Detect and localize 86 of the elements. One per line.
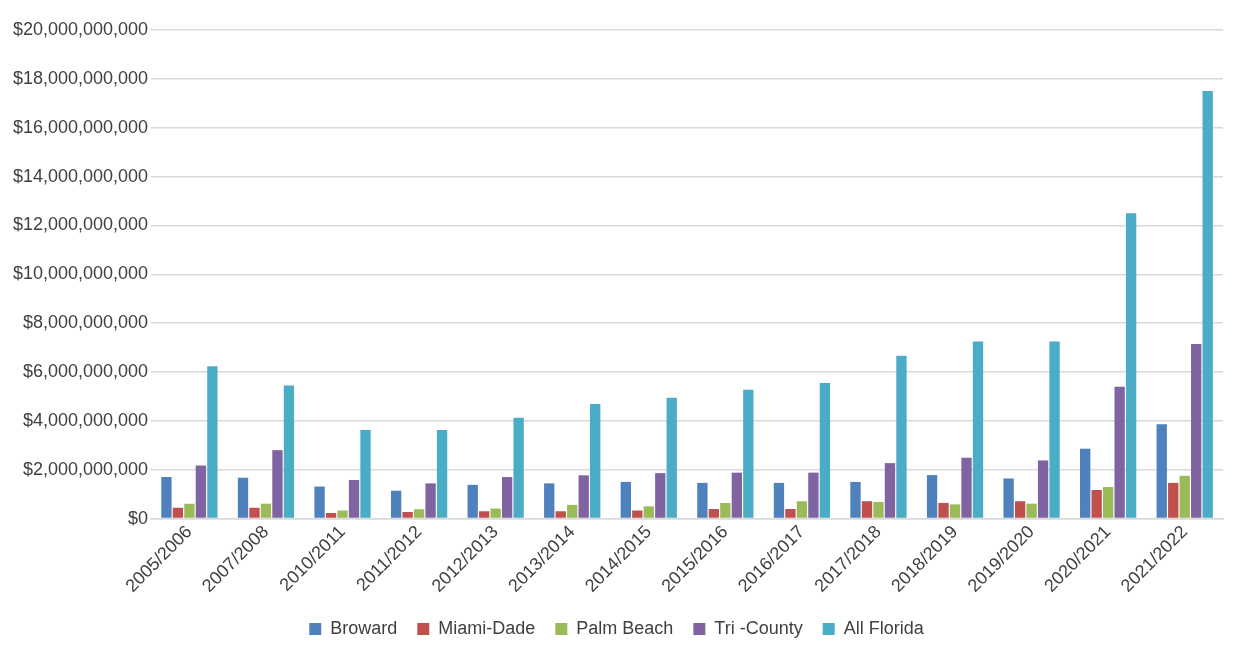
bar bbox=[861, 501, 873, 518]
bar bbox=[655, 473, 666, 518]
bar bbox=[720, 502, 731, 518]
bar bbox=[467, 484, 478, 518]
y-tick-label: $8,000,000,000 bbox=[23, 312, 149, 333]
y-tick-label: $18,000,000,000 bbox=[12, 67, 149, 88]
bar bbox=[620, 481, 631, 518]
legend-label: Miami-Dade bbox=[438, 617, 536, 638]
bar bbox=[161, 477, 172, 518]
bar bbox=[184, 503, 195, 518]
bar bbox=[819, 382, 831, 518]
bar bbox=[1014, 501, 1026, 518]
legend-label: Palm Beach bbox=[576, 617, 674, 638]
bar bbox=[195, 465, 207, 518]
bar bbox=[632, 510, 643, 518]
y-tick-label: $4,000,000,000 bbox=[23, 409, 149, 430]
bar bbox=[360, 429, 371, 518]
bar bbox=[1114, 386, 1125, 518]
bar bbox=[796, 501, 808, 518]
bar bbox=[708, 509, 720, 518]
bar bbox=[578, 475, 589, 518]
bar bbox=[1156, 424, 1167, 518]
bar bbox=[808, 472, 819, 518]
bar bbox=[555, 511, 566, 518]
bar bbox=[567, 504, 578, 518]
y-tick-label: $20,000,000,000 bbox=[12, 18, 149, 39]
bar bbox=[490, 508, 501, 518]
bar bbox=[743, 389, 754, 518]
bar bbox=[1102, 487, 1114, 518]
bar bbox=[172, 507, 184, 518]
bar bbox=[773, 482, 785, 518]
bar bbox=[731, 472, 742, 518]
bar bbox=[1080, 448, 1091, 518]
bar bbox=[1179, 475, 1190, 518]
bar bbox=[325, 512, 337, 518]
bar bbox=[501, 477, 513, 518]
bar bbox=[1125, 213, 1137, 518]
legend-label: Tri -County bbox=[714, 617, 803, 638]
y-tick-label: $6,000,000,000 bbox=[23, 360, 149, 381]
bar bbox=[436, 429, 448, 518]
bar bbox=[850, 481, 861, 518]
bar bbox=[873, 501, 884, 518]
bar bbox=[283, 385, 295, 518]
bar bbox=[972, 341, 984, 518]
bar bbox=[1091, 489, 1102, 518]
bar bbox=[961, 457, 972, 518]
bar bbox=[1202, 91, 1213, 518]
bar bbox=[1049, 341, 1060, 518]
bar bbox=[884, 463, 896, 518]
bar bbox=[949, 504, 961, 518]
y-tick-label: $10,000,000,000 bbox=[12, 263, 149, 284]
bar bbox=[1168, 482, 1179, 518]
y-tick-label: $2,000,000,000 bbox=[23, 458, 149, 479]
legend-label: All Florida bbox=[843, 617, 925, 638]
bar bbox=[544, 483, 555, 518]
bar bbox=[785, 509, 796, 518]
bar bbox=[413, 509, 425, 518]
y-tick-label: $0 bbox=[128, 507, 149, 528]
bar bbox=[402, 511, 413, 518]
bar bbox=[249, 507, 260, 518]
bar bbox=[1026, 503, 1037, 518]
legend-label: Broward bbox=[330, 617, 398, 638]
bar bbox=[348, 479, 360, 518]
bar bbox=[926, 475, 938, 518]
bar bbox=[643, 506, 654, 518]
bar bbox=[390, 490, 402, 518]
y-tick-label: $14,000,000,000 bbox=[12, 165, 149, 186]
bar bbox=[207, 366, 218, 518]
bar bbox=[237, 477, 249, 518]
bar bbox=[1003, 478, 1014, 518]
bar bbox=[513, 417, 524, 518]
bar bbox=[938, 502, 949, 518]
bar bbox=[425, 483, 436, 518]
bar bbox=[1037, 460, 1049, 518]
bar bbox=[666, 397, 677, 518]
y-tick-label: $12,000,000,000 bbox=[12, 214, 149, 235]
bar bbox=[479, 511, 490, 518]
bar bbox=[314, 486, 325, 518]
bar bbox=[896, 355, 907, 518]
bar bbox=[1191, 343, 1202, 518]
bar bbox=[260, 503, 272, 518]
bar bbox=[337, 510, 348, 518]
bar bbox=[272, 450, 283, 518]
y-tick-label: $16,000,000,000 bbox=[12, 116, 149, 137]
bar bbox=[697, 482, 708, 518]
bar bbox=[590, 403, 601, 518]
